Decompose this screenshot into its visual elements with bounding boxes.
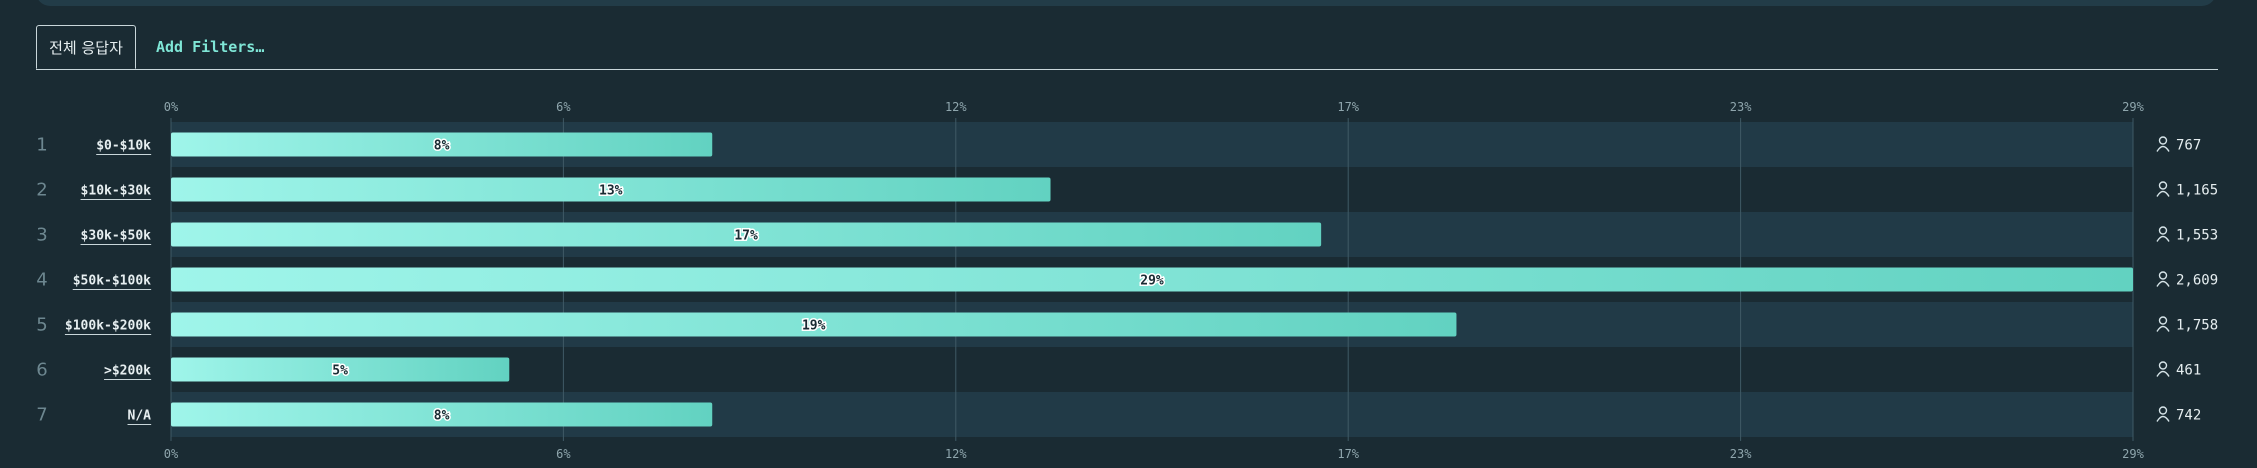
category-label: $100k-$200k (65, 319, 151, 334)
bar-value-label: 29% (1140, 274, 1164, 289)
bar[interactable] (171, 357, 510, 382)
category-label: >$200k (104, 364, 151, 379)
person-icon (2156, 361, 2170, 377)
row-number: 6 (36, 360, 47, 381)
x-tick-label-bottom: 29% (2122, 447, 2144, 461)
x-tick-label-top: 23% (1730, 100, 1752, 114)
bar-value-label: 8% (434, 139, 450, 154)
row-number: 4 (36, 270, 47, 291)
person-icon (2156, 271, 2170, 287)
respondent-count: 1,165 (2176, 183, 2218, 199)
bar-value-label: 13% (599, 184, 623, 199)
bar[interactable] (171, 177, 1051, 202)
person-icon (2156, 316, 2170, 332)
bar-value-label: 17% (734, 229, 758, 244)
person-icon (2156, 181, 2170, 197)
person-icon (2156, 136, 2170, 152)
person-icon (2156, 226, 2170, 242)
x-tick-label-top: 6% (556, 100, 571, 114)
x-tick-label-top: 12% (945, 100, 967, 114)
row-number: 5 (36, 315, 47, 336)
bar-value-label: 19% (802, 319, 826, 334)
category-label: $30k-$50k (81, 229, 152, 244)
bar-value-label: 8% (434, 409, 450, 424)
category-label: $0-$10k (96, 139, 151, 154)
person-icon (2156, 406, 2170, 422)
tab-all-respondents[interactable]: 전체 응답자 (36, 25, 136, 69)
bar[interactable] (171, 402, 713, 427)
x-tick-label-bottom: 6% (556, 447, 571, 461)
x-tick-label-top: 29% (2122, 100, 2144, 114)
row-number: 3 (36, 225, 47, 246)
respondent-count: 2,609 (2176, 273, 2218, 289)
bar[interactable] (171, 267, 2133, 292)
respondent-count: 742 (2176, 408, 2201, 424)
row-number: 2 (36, 180, 47, 201)
bar[interactable] (171, 312, 1457, 337)
respondent-count: 461 (2176, 363, 2201, 379)
respondent-count: 1,758 (2176, 318, 2218, 334)
bar[interactable] (171, 132, 713, 157)
x-tick-label-top: 17% (1337, 100, 1359, 114)
respondent-count: 767 (2176, 138, 2201, 154)
add-filters-button[interactable]: Add Filters… (156, 38, 265, 56)
category-label: $10k-$30k (81, 184, 152, 199)
bar-value-label: 5% (332, 364, 348, 379)
category-label: N/A (128, 409, 152, 424)
x-tick-label-bottom: 17% (1337, 447, 1359, 461)
category-label: $50k-$100k (73, 274, 151, 289)
x-tick-label-bottom: 23% (1730, 447, 1752, 461)
respondent-count: 1,553 (2176, 228, 2218, 244)
row-number: 1 (36, 135, 47, 156)
tab-bar: 전체 응답자 Add Filters… (36, 25, 2218, 70)
row-number: 7 (36, 405, 47, 426)
x-tick-label-bottom: 0% (164, 447, 179, 461)
x-tick-label-top: 0% (164, 100, 179, 114)
bar[interactable] (171, 222, 1322, 247)
x-tick-label-bottom: 12% (945, 447, 967, 461)
top-panel-edge (36, 0, 2216, 6)
